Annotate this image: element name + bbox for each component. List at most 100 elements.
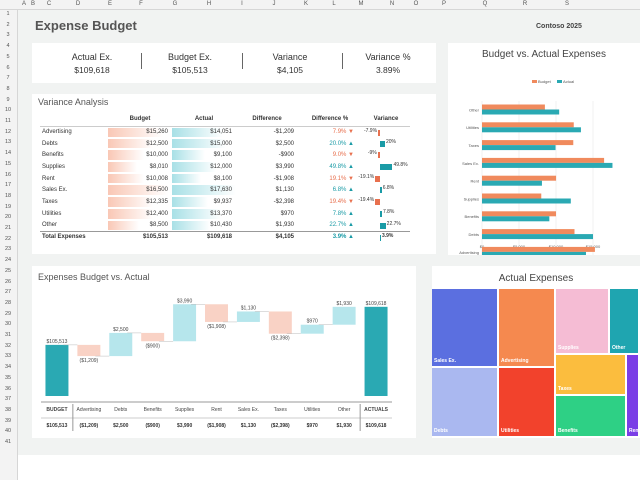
budget-vs-actual-chart[interactable]: Budget vs. Actual Expenses Budget Actual $0… bbox=[448, 43, 640, 262]
budget-cell[interactable]: $12,400 bbox=[108, 208, 172, 220]
row-header[interactable]: 18 bbox=[4, 192, 12, 199]
row-header[interactable]: 28 bbox=[4, 299, 12, 306]
category-cell[interactable]: Taxes bbox=[42, 198, 58, 205]
difference-pct-cell[interactable]: 49.8% ▲ bbox=[298, 161, 362, 173]
column-header[interactable]: B bbox=[30, 1, 35, 7]
variance-cell[interactable]: 3.9% bbox=[362, 230, 410, 243]
row-header[interactable]: 25 bbox=[4, 267, 12, 274]
difference-cell[interactable]: $3,990 bbox=[275, 163, 294, 170]
row-header[interactable]: 8 bbox=[6, 85, 10, 92]
column-header[interactable]: A bbox=[21, 1, 26, 7]
variance-cell[interactable]: -7.9% bbox=[362, 126, 410, 138]
empty-grid-area[interactable] bbox=[18, 455, 640, 480]
column-header[interactable]: L bbox=[332, 1, 336, 7]
column-header[interactable]: P bbox=[441, 1, 446, 7]
row-header[interactable]: 9 bbox=[6, 96, 10, 103]
row-header[interactable]: 3 bbox=[6, 32, 10, 39]
kpi-variance[interactable]: Variance $4,105 bbox=[250, 52, 330, 75]
column-header[interactable]: F bbox=[139, 1, 143, 7]
row-header[interactable]: 31 bbox=[4, 332, 12, 338]
column-header[interactable]: G bbox=[172, 1, 178, 7]
actual-cell[interactable]: $109,618 bbox=[172, 230, 236, 243]
actual-cell[interactable]: $15,000 bbox=[172, 138, 236, 150]
row-header[interactable]: 36 bbox=[4, 385, 12, 392]
category-cell[interactable]: Other bbox=[42, 222, 58, 229]
row-header[interactable]: 11 bbox=[5, 118, 11, 124]
actual-cell[interactable]: $8,100 bbox=[172, 173, 236, 185]
row-header[interactable]: 5 bbox=[6, 53, 10, 60]
kpi-variance-pct[interactable]: Variance % 3.89% bbox=[348, 52, 428, 75]
category-cell[interactable]: Debts bbox=[42, 140, 58, 147]
variance-cell[interactable]: -9% bbox=[362, 149, 410, 161]
column-header[interactable]: E bbox=[107, 1, 112, 7]
difference-cell[interactable]: $4,105 bbox=[236, 230, 298, 243]
difference-cell[interactable]: -$900 bbox=[278, 152, 294, 159]
budget-cell[interactable]: $8,010 bbox=[108, 161, 172, 173]
variance-cell[interactable]: 6.8% bbox=[362, 184, 410, 196]
difference-cell[interactable]: $1,930 bbox=[275, 222, 294, 229]
row-header[interactable]: 21 bbox=[4, 225, 12, 231]
row-header[interactable]: 34 bbox=[4, 364, 12, 371]
variance-cell[interactable]: 49.8% bbox=[362, 161, 410, 173]
actual-cell[interactable]: $17,630 bbox=[172, 184, 236, 196]
actual-cell[interactable]: $14,051 bbox=[172, 126, 236, 138]
row-header[interactable]: 30 bbox=[4, 321, 12, 328]
row-header[interactable]: 19 bbox=[4, 203, 12, 210]
column-header[interactable]: R bbox=[522, 1, 528, 7]
difference-cell[interactable]: -$1,209 bbox=[273, 129, 294, 136]
row-header[interactable]: 40 bbox=[4, 428, 12, 435]
treemap-tile[interactable]: Advertising bbox=[499, 289, 554, 366]
row-header[interactable]: 26 bbox=[4, 278, 12, 285]
row-header[interactable]: 16 bbox=[4, 171, 12, 178]
budget-cell[interactable]: $105,513 bbox=[108, 230, 172, 243]
row-header[interactable]: 41 bbox=[4, 439, 12, 445]
column-header[interactable]: K bbox=[303, 1, 308, 7]
variance-cell[interactable]: 7.8% bbox=[362, 208, 410, 220]
budget-cell[interactable]: $8,500 bbox=[108, 220, 172, 232]
row-header[interactable]: 27 bbox=[4, 289, 12, 296]
treemap-tile[interactable]: Rent bbox=[627, 355, 638, 436]
row-header[interactable]: 35 bbox=[4, 374, 12, 381]
kpi-actual[interactable]: Actual Ex. $109,618 bbox=[52, 52, 132, 75]
actual-cell[interactable]: $12,000 bbox=[172, 161, 236, 173]
row-header[interactable]: 14 bbox=[4, 150, 12, 157]
difference-pct-cell[interactable]: 7.9% ▼ bbox=[298, 126, 362, 138]
budget-cell[interactable]: $16,500 bbox=[108, 184, 172, 196]
row-header[interactable]: 1 bbox=[6, 11, 10, 17]
treemap-chart[interactable]: Sales Ex. Advertising Supplies Other Debts Ut… bbox=[432, 289, 640, 438]
column-header[interactable]: M bbox=[358, 1, 364, 7]
treemap-tile[interactable]: Supplies bbox=[556, 289, 608, 353]
row-header[interactable]: 10 bbox=[4, 107, 12, 114]
row-header[interactable]: 29 bbox=[4, 310, 12, 317]
column-header[interactable]: D bbox=[75, 1, 81, 7]
row-header[interactable]: 4 bbox=[6, 43, 10, 50]
row-header[interactable]: 15 bbox=[4, 160, 12, 167]
row-header[interactable]: 32 bbox=[4, 342, 12, 349]
difference-pct-cell[interactable]: 7.8% ▲ bbox=[298, 208, 362, 220]
row-header[interactable]: 17 bbox=[4, 182, 12, 189]
column-header[interactable]: H bbox=[206, 1, 212, 7]
difference-pct-cell[interactable]: 19.4% ▼ bbox=[298, 196, 362, 208]
difference-cell[interactable]: -$1,908 bbox=[273, 175, 294, 182]
waterfall-chart[interactable]: Expenses Budget vs. Actual $105,513 BUDGET… bbox=[32, 266, 416, 438]
category-cell[interactable]: Advertising bbox=[42, 129, 72, 136]
row-header[interactable]: 2 bbox=[6, 21, 10, 28]
difference-pct-cell[interactable]: 3.9% ▲ bbox=[298, 230, 362, 243]
row-header[interactable]: 37 bbox=[4, 396, 12, 403]
treemap-tile[interactable]: Benefits bbox=[556, 396, 625, 436]
row-header[interactable]: 13 bbox=[4, 139, 12, 146]
variance-cell[interactable]: 20% bbox=[362, 138, 410, 150]
treemap-tile[interactable]: Debts bbox=[432, 368, 497, 436]
column-header[interactable]: Q bbox=[482, 1, 488, 7]
actual-cell[interactable]: $9,937 bbox=[172, 196, 236, 208]
treemap-tile[interactable]: Other bbox=[610, 289, 638, 353]
actual-cell[interactable]: $10,430 bbox=[172, 220, 236, 232]
column-header[interactable]: C bbox=[46, 1, 52, 7]
column-header[interactable]: I bbox=[241, 1, 243, 7]
difference-pct-cell[interactable]: 19.1% ▼ bbox=[298, 173, 362, 185]
row-header[interactable]: 33 bbox=[4, 353, 12, 360]
difference-cell[interactable]: $970 bbox=[280, 210, 294, 217]
variance-cell[interactable]: -19.4% bbox=[358, 196, 410, 208]
row-header[interactable]: 22 bbox=[4, 235, 12, 242]
category-cell[interactable]: Benefits bbox=[42, 152, 64, 159]
